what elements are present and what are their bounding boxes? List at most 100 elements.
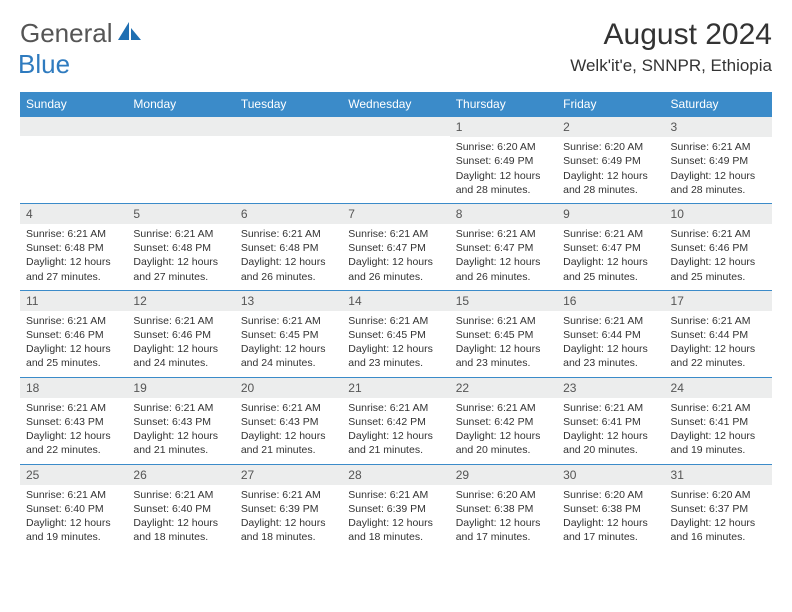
sunset-text: Sunset: 6:43 PM xyxy=(133,415,228,429)
calendar-day-cell: 10Sunrise: 6:21 AMSunset: 6:46 PMDayligh… xyxy=(665,203,772,290)
sunset-text: Sunset: 6:49 PM xyxy=(671,154,766,168)
sunrise-text: Sunrise: 6:21 AM xyxy=(671,227,766,241)
calendar-day-cell: 1Sunrise: 6:20 AMSunset: 6:49 PMDaylight… xyxy=(450,117,557,204)
logo-text-blue: Blue xyxy=(18,49,70,79)
sunset-text: Sunset: 6:41 PM xyxy=(563,415,658,429)
daylight-text: Daylight: 12 hours and 26 minutes. xyxy=(348,255,443,283)
daylight-text: Daylight: 12 hours and 20 minutes. xyxy=(456,429,551,457)
logo-text-block: General Blue xyxy=(20,18,142,80)
calendar-day-cell: 5Sunrise: 6:21 AMSunset: 6:48 PMDaylight… xyxy=(127,203,234,290)
day-header: Wednesday xyxy=(342,92,449,117)
daylight-text: Daylight: 12 hours and 20 minutes. xyxy=(563,429,658,457)
daylight-text: Daylight: 12 hours and 18 minutes. xyxy=(133,516,228,544)
day-number-empty xyxy=(342,117,449,136)
day-header: Saturday xyxy=(665,92,772,117)
sunrise-text: Sunrise: 6:21 AM xyxy=(348,488,443,502)
calendar-table: Sunday Monday Tuesday Wednesday Thursday… xyxy=(20,92,772,550)
day-number: 17 xyxy=(665,291,772,311)
daylight-text: Daylight: 12 hours and 19 minutes. xyxy=(671,429,766,457)
sunrise-text: Sunrise: 6:21 AM xyxy=(133,314,228,328)
day-number: 27 xyxy=(235,465,342,485)
daylight-text: Daylight: 12 hours and 21 minutes. xyxy=(348,429,443,457)
day-header: Thursday xyxy=(450,92,557,117)
calendar-page: General Blue August 2024 Welk'it'e, SNNP… xyxy=(0,0,792,612)
sunset-text: Sunset: 6:40 PM xyxy=(133,502,228,516)
day-header: Tuesday xyxy=(235,92,342,117)
sunrise-text: Sunrise: 6:20 AM xyxy=(456,140,551,154)
sunrise-text: Sunrise: 6:21 AM xyxy=(456,401,551,415)
daylight-text: Daylight: 12 hours and 18 minutes. xyxy=(348,516,443,544)
daylight-text: Daylight: 12 hours and 23 minutes. xyxy=(348,342,443,370)
day-header: Sunday xyxy=(20,92,127,117)
calendar-week-row: 4Sunrise: 6:21 AMSunset: 6:48 PMDaylight… xyxy=(20,203,772,290)
sunrise-text: Sunrise: 6:21 AM xyxy=(133,227,228,241)
calendar-day-cell: 18Sunrise: 6:21 AMSunset: 6:43 PMDayligh… xyxy=(20,377,127,464)
daylight-text: Daylight: 12 hours and 22 minutes. xyxy=(26,429,121,457)
daylight-text: Daylight: 12 hours and 23 minutes. xyxy=(563,342,658,370)
day-number: 29 xyxy=(450,465,557,485)
calendar-day-cell: 6Sunrise: 6:21 AMSunset: 6:48 PMDaylight… xyxy=(235,203,342,290)
sunset-text: Sunset: 6:39 PM xyxy=(348,502,443,516)
calendar-day-cell: 15Sunrise: 6:21 AMSunset: 6:45 PMDayligh… xyxy=(450,290,557,377)
sunrise-text: Sunrise: 6:21 AM xyxy=(348,401,443,415)
sunset-text: Sunset: 6:41 PM xyxy=(671,415,766,429)
day-number: 1 xyxy=(450,117,557,137)
daylight-text: Daylight: 12 hours and 23 minutes. xyxy=(456,342,551,370)
daylight-text: Daylight: 12 hours and 28 minutes. xyxy=(671,169,766,197)
daylight-text: Daylight: 12 hours and 28 minutes. xyxy=(456,169,551,197)
calendar-week-row: 1Sunrise: 6:20 AMSunset: 6:49 PMDaylight… xyxy=(20,117,772,204)
sunset-text: Sunset: 6:42 PM xyxy=(348,415,443,429)
day-number: 2 xyxy=(557,117,664,137)
day-header-row: Sunday Monday Tuesday Wednesday Thursday… xyxy=(20,92,772,117)
day-number: 15 xyxy=(450,291,557,311)
calendar-day-cell: 19Sunrise: 6:21 AMSunset: 6:43 PMDayligh… xyxy=(127,377,234,464)
day-number: 4 xyxy=(20,204,127,224)
sunset-text: Sunset: 6:49 PM xyxy=(563,154,658,168)
sunset-text: Sunset: 6:43 PM xyxy=(26,415,121,429)
page-header: General Blue August 2024 Welk'it'e, SNNP… xyxy=(20,18,772,80)
sunset-text: Sunset: 6:38 PM xyxy=(563,502,658,516)
day-number: 28 xyxy=(342,465,449,485)
day-number: 3 xyxy=(665,117,772,137)
calendar-day-cell: 14Sunrise: 6:21 AMSunset: 6:45 PMDayligh… xyxy=(342,290,449,377)
daylight-text: Daylight: 12 hours and 19 minutes. xyxy=(26,516,121,544)
daylight-text: Daylight: 12 hours and 22 minutes. xyxy=(671,342,766,370)
daylight-text: Daylight: 12 hours and 27 minutes. xyxy=(133,255,228,283)
calendar-day-cell: 29Sunrise: 6:20 AMSunset: 6:38 PMDayligh… xyxy=(450,464,557,550)
sunset-text: Sunset: 6:42 PM xyxy=(456,415,551,429)
sunset-text: Sunset: 6:37 PM xyxy=(671,502,766,516)
daylight-text: Daylight: 12 hours and 25 minutes. xyxy=(671,255,766,283)
day-number: 16 xyxy=(557,291,664,311)
calendar-day-cell: 16Sunrise: 6:21 AMSunset: 6:44 PMDayligh… xyxy=(557,290,664,377)
sunrise-text: Sunrise: 6:20 AM xyxy=(563,488,658,502)
day-number: 18 xyxy=(20,378,127,398)
daylight-text: Daylight: 12 hours and 18 minutes. xyxy=(241,516,336,544)
day-number: 23 xyxy=(557,378,664,398)
daylight-text: Daylight: 12 hours and 24 minutes. xyxy=(241,342,336,370)
sunset-text: Sunset: 6:47 PM xyxy=(563,241,658,255)
calendar-day-cell xyxy=(127,117,234,204)
sunrise-text: Sunrise: 6:21 AM xyxy=(456,227,551,241)
calendar-day-cell: 3Sunrise: 6:21 AMSunset: 6:49 PMDaylight… xyxy=(665,117,772,204)
day-header: Friday xyxy=(557,92,664,117)
calendar-day-cell: 20Sunrise: 6:21 AMSunset: 6:43 PMDayligh… xyxy=(235,377,342,464)
sunset-text: Sunset: 6:46 PM xyxy=(133,328,228,342)
calendar-day-cell: 31Sunrise: 6:20 AMSunset: 6:37 PMDayligh… xyxy=(665,464,772,550)
day-number: 6 xyxy=(235,204,342,224)
day-header: Monday xyxy=(127,92,234,117)
day-number: 8 xyxy=(450,204,557,224)
sunset-text: Sunset: 6:45 PM xyxy=(241,328,336,342)
sunrise-text: Sunrise: 6:21 AM xyxy=(26,227,121,241)
title-block: August 2024 Welk'it'e, SNNPR, Ethiopia xyxy=(570,18,772,76)
calendar-day-cell xyxy=(20,117,127,204)
sunset-text: Sunset: 6:44 PM xyxy=(563,328,658,342)
calendar-day-cell: 24Sunrise: 6:21 AMSunset: 6:41 PMDayligh… xyxy=(665,377,772,464)
location-subtitle: Welk'it'e, SNNPR, Ethiopia xyxy=(570,56,772,76)
day-number: 5 xyxy=(127,204,234,224)
daylight-text: Daylight: 12 hours and 25 minutes. xyxy=(563,255,658,283)
sunrise-text: Sunrise: 6:21 AM xyxy=(563,401,658,415)
calendar-day-cell: 11Sunrise: 6:21 AMSunset: 6:46 PMDayligh… xyxy=(20,290,127,377)
day-number-empty xyxy=(235,117,342,136)
calendar-day-cell: 30Sunrise: 6:20 AMSunset: 6:38 PMDayligh… xyxy=(557,464,664,550)
day-number: 7 xyxy=(342,204,449,224)
